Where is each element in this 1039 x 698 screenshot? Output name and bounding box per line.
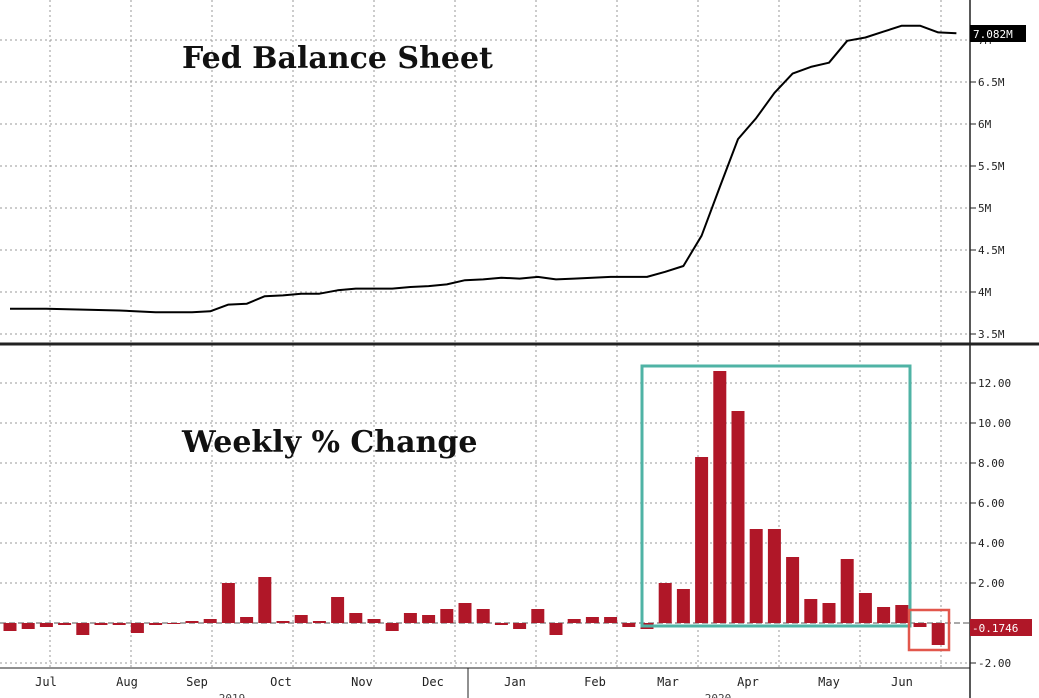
x-tick-label: Apr [737,675,759,689]
weekly-change-bar [877,607,891,623]
weekly-change-bar [549,623,563,635]
weekly-change-bar [767,529,781,623]
y-tick-label: 6.5M [978,76,1005,89]
weekly-change-bar [822,603,836,623]
x-tick-label: Aug [116,675,138,689]
weekly-change-bar [385,623,399,631]
weekly-change-bar [895,605,909,623]
weekly-change-bar [804,599,818,623]
weekly-change-bar [403,613,417,623]
line-series [10,24,957,314]
weekly-change-bar [695,457,709,623]
weekly-change-bar [76,623,90,635]
x-axis-ticks: Jul Aug Sep Oct Nov Dec Jan Feb Mar Apr May Jun 2019… [35,668,913,698]
top-last-value-label: 7.082M [973,28,1013,41]
y-tick-label: 3.5M [978,328,1005,341]
weekly-change-bar [312,621,326,623]
weekly-change-bar [349,613,363,623]
x-tick-label: Feb [584,675,606,689]
grid-lines [0,0,970,668]
weekly-change-bar [221,583,235,623]
y-tick-label: 2.00 [978,577,1005,590]
weekly-change-bar [713,371,727,623]
x-tick-label: Sep [186,675,208,689]
weekly-change-bar [931,623,945,645]
bottom-last-value-label: -0.1746 [972,622,1018,635]
weekly-change-bar [367,619,381,623]
weekly-change-bar [458,603,472,623]
y-tick-label: 5M [978,202,992,215]
weekly-change-bar [294,615,308,623]
x-tick-label: May [818,675,840,689]
weekly-change-bar [130,623,144,633]
x-tick-label: Jul [35,675,57,689]
weekly-change-bar [112,623,126,625]
y-tick-label: 10.00 [978,417,1011,430]
weekly-change-bar [786,557,800,623]
y-tick-label: 5.5M [978,160,1005,173]
balance-sheet-line [10,24,957,314]
weekly-change-bar [440,609,454,623]
weekly-change-bar [585,617,599,623]
weekly-change-bar [331,597,345,623]
y-tick-label: 8.00 [978,457,1005,470]
weekly-change-bar [476,609,490,623]
y-tick-label: 12.00 [978,377,1011,390]
weekly-change-bar [913,623,927,627]
weekly-change-bar [858,593,872,623]
y-tick-label: 4.00 [978,537,1005,550]
weekly-change-bar [622,623,636,627]
weekly-change-bar [39,623,53,627]
x-year-label: 2019 [219,692,246,698]
surge-highlight-box [640,364,912,628]
y-tick-label: 4M [978,286,992,299]
y-tick-label: 4.5M [978,244,1005,257]
y-tick-label: 6.00 [978,497,1005,510]
top-last-value-tag-bg [970,25,1026,42]
x-tick-label: Dec [422,675,444,689]
x-tick-label: Mar [657,675,679,689]
weekly-change-bar [531,609,545,623]
y-tick-label: 6M [978,118,992,131]
top-last-value-tag: 7.082M [970,25,1026,42]
weekly-change-bar [731,411,745,623]
weekly-change-bar [604,617,618,623]
last-bar-highlight-box [907,608,951,652]
weekly-change-bar [185,621,199,623]
bottom-chart-title: Weekly % Change [181,425,477,460]
weekly-change-bar [422,615,436,623]
weekly-change-bar [676,589,690,623]
weekly-change-bar [494,623,508,625]
weekly-change-bar [513,623,527,629]
weekly-change-bar [58,623,72,625]
weekly-change-bar [658,583,672,623]
weekly-change-bar [240,617,254,623]
weekly-change-bar [21,623,35,629]
y-tick-label: -2.00 [978,657,1011,670]
x-tick-label: Jan [504,675,526,689]
bar-series [3,371,945,645]
weekly-change-bar [167,623,181,624]
weekly-change-bar [840,559,854,623]
weekly-change-bar [567,619,581,623]
weekly-change-bar [203,619,217,623]
bottom-y-ticks: -2.00 2.00 4.00 6.00 8.00 10.00 12.00 [970,377,1011,670]
weekly-change-bar [149,623,163,625]
top-chart-title: Fed Balance Sheet [182,41,493,76]
weekly-change-bar [749,529,763,623]
x-tick-label: Oct [270,675,292,689]
weekly-change-bar [276,621,290,623]
bottom-last-value-tag: -0.1746 [970,619,1032,636]
weekly-change-bar [258,577,272,623]
weekly-change-bar [94,623,108,625]
x-tick-label: Nov [351,675,373,689]
weekly-change-bar [3,623,17,631]
bottom-last-value-tag-bg [970,619,1032,636]
x-year-label: 2020 [705,692,732,698]
x-tick-label: Jun [891,675,913,689]
